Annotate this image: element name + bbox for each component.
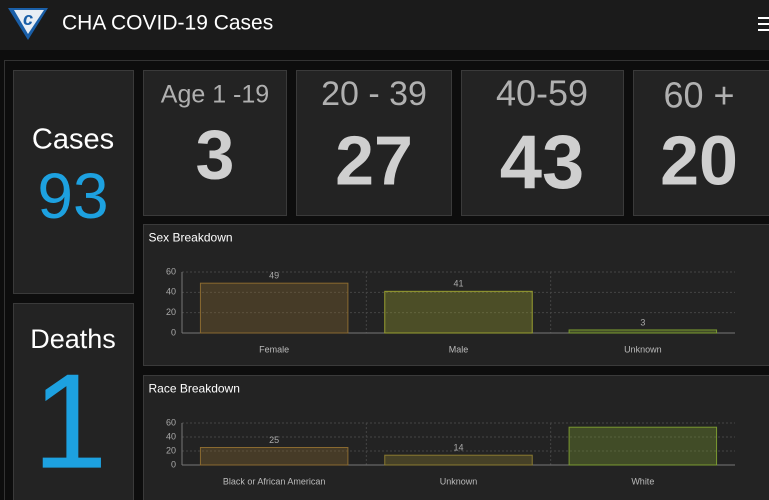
cases-value: 93 (37, 160, 108, 232)
x-tick-label: Black or African American (223, 476, 326, 486)
cases-tile (13, 70, 134, 294)
bar (384, 454, 533, 466)
chart-panel (143, 375, 769, 500)
age-tile (633, 70, 769, 216)
deaths-value: 1 (32, 346, 107, 497)
x-tick-label: Unknown (624, 344, 662, 354)
age-label: 60 + (663, 75, 734, 116)
y-tick-label: 0 (171, 459, 176, 469)
chart-title: Sex Breakdown (149, 231, 233, 245)
age-label: Age 1 -19 (161, 81, 269, 109)
age-value: 3 (196, 115, 235, 193)
y-tick-label: 20 (166, 307, 176, 317)
y-tick-label: 60 (166, 266, 176, 276)
y-tick-label: 60 (166, 417, 176, 427)
x-tick-label: White (631, 476, 654, 486)
age-value: 20 (660, 121, 738, 199)
data-label: 3 (640, 317, 645, 327)
menu-line (758, 17, 769, 19)
chart-title: Race Breakdown (149, 382, 240, 396)
data-label: 25 (269, 435, 279, 445)
age-tile (461, 70, 624, 216)
age-tile (143, 70, 287, 216)
y-tick-label: 40 (166, 431, 176, 441)
data-label: 49 (269, 271, 279, 281)
menu-line (758, 29, 769, 31)
header-bar (0, 0, 769, 50)
age-tile (296, 70, 452, 216)
x-tick-label: Female (259, 344, 289, 354)
bar (568, 426, 718, 466)
menu-line (758, 23, 769, 25)
bar (568, 329, 718, 334)
logo-mark: c (23, 9, 33, 29)
age-value: 43 (500, 120, 585, 205)
y-tick-label: 0 (171, 327, 176, 337)
data-label: 14 (453, 443, 463, 453)
header-title: CHA COVID-19 Cases (62, 12, 273, 35)
age-label: 20 - 39 (321, 75, 427, 113)
x-tick-label: Unknown (440, 476, 478, 486)
y-tick-label: 40 (166, 287, 176, 297)
data-label: 41 (453, 279, 463, 289)
cases-label: Cases (32, 124, 114, 156)
content-frame (4, 60, 769, 500)
bar (199, 282, 349, 334)
logo-inner (14, 10, 44, 34)
y-tick-label: 20 (166, 445, 176, 455)
bar (199, 447, 349, 466)
chart-panel (143, 224, 769, 366)
age-label: 40-59 (496, 73, 588, 114)
deaths-label: Deaths (30, 324, 116, 354)
x-tick-label: Male (449, 344, 469, 354)
deaths-tile (13, 303, 134, 500)
logo[interactable]: c (8, 8, 48, 40)
bar (384, 290, 533, 334)
menu-icon[interactable] (758, 17, 769, 31)
age-value: 27 (335, 121, 413, 199)
